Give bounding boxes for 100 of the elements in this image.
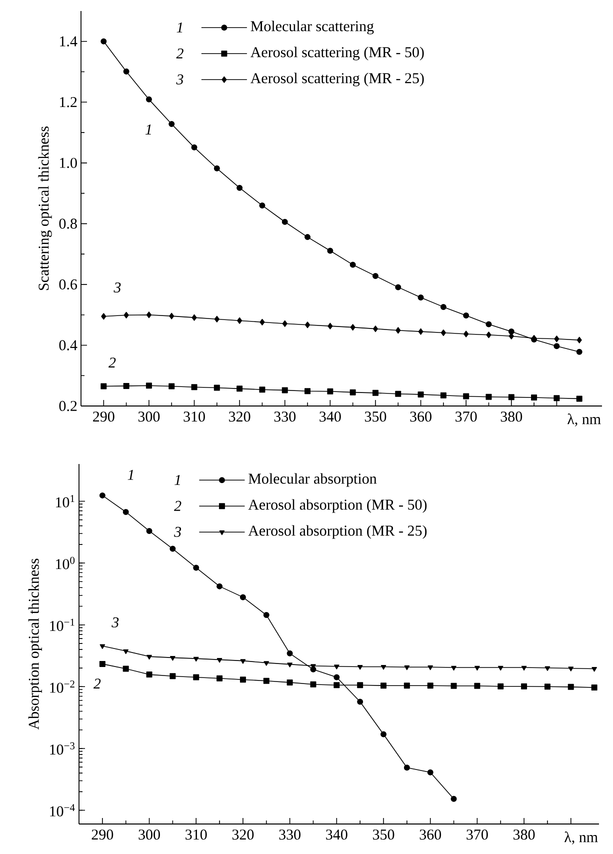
x-tick-label: 310: [184, 412, 205, 422]
point: [428, 665, 433, 670]
legend-label: Molecular scattering: [250, 20, 374, 34]
annotation: 1: [146, 124, 151, 134]
point: [123, 649, 128, 654]
y-tick-label: 10$^{1}$: [56, 495, 74, 508]
annotation: 2: [93, 678, 101, 689]
annotation: 2: [108, 358, 116, 368]
point: [327, 388, 334, 394]
annotation: 2: [174, 500, 182, 511]
point: [168, 383, 175, 390]
point: [474, 682, 480, 689]
legend-label: Aerosol scattering (MR - 25): [250, 72, 424, 86]
x-tick-label: 330: [279, 830, 300, 840]
point: [240, 676, 246, 683]
x-tick-label: 340: [326, 830, 348, 840]
annotation: 1: [128, 470, 134, 480]
point: [146, 312, 152, 318]
point: [310, 681, 316, 688]
x-axis-title: λ, nm: [564, 832, 598, 844]
point: [372, 326, 378, 332]
point: [474, 666, 480, 671]
point: [440, 392, 446, 398]
point: [350, 324, 356, 331]
point: [191, 384, 198, 390]
point: [427, 769, 434, 776]
x-tick-label: 350: [372, 830, 394, 840]
point: [427, 682, 434, 689]
point: [591, 684, 598, 690]
point: [486, 321, 492, 328]
point: [334, 682, 340, 688]
point: [576, 348, 582, 355]
point: [372, 272, 378, 279]
point: [146, 654, 152, 660]
annotation: 2: [176, 48, 184, 58]
x-tick-label: 320: [232, 830, 254, 840]
point: [328, 322, 333, 330]
x-tick-label: 350: [364, 412, 386, 422]
point: [286, 679, 293, 686]
point: [304, 388, 311, 394]
point: [282, 387, 288, 394]
point: [418, 391, 424, 398]
x-tick-label: 300: [138, 830, 160, 840]
point: [521, 683, 528, 690]
point: [260, 318, 265, 326]
point: [396, 327, 401, 334]
point: [404, 665, 410, 670]
point: [214, 384, 220, 391]
x-tick-label: 330: [274, 412, 296, 422]
point: [372, 390, 378, 396]
point: [592, 667, 597, 672]
y-tick-label: 10$^{−2}$: [50, 680, 74, 693]
point: [214, 165, 220, 172]
point: [463, 393, 470, 400]
x-tick-label: 370: [456, 412, 477, 422]
point: [521, 666, 527, 671]
point: [146, 382, 152, 389]
point: [216, 583, 223, 590]
x-tick-label: 290: [92, 830, 114, 840]
annotation: 3: [176, 74, 184, 84]
point: [99, 492, 106, 498]
point: [576, 396, 582, 402]
point: [170, 673, 176, 680]
point: [263, 612, 270, 618]
point: [263, 678, 270, 684]
x-tick-label: 340: [320, 412, 341, 422]
point: [170, 546, 176, 552]
point: [357, 665, 363, 670]
point: [418, 294, 424, 301]
x-tick-label: 300: [138, 412, 160, 422]
y-tick-label: 0.8: [59, 218, 77, 229]
y-tick-label: 1.2: [60, 97, 77, 108]
point: [334, 664, 340, 670]
point: [100, 38, 107, 44]
annotation: 3: [112, 617, 119, 628]
y-tick-label: 0.2: [59, 400, 77, 412]
x-tick-label: 290: [93, 412, 114, 422]
point: [357, 698, 364, 705]
point: [508, 394, 514, 400]
y-tick-label: 10$^{−4}$: [50, 804, 75, 816]
y-tick-label: 10$^{−3}$: [50, 742, 75, 755]
point: [216, 675, 223, 682]
point: [191, 144, 198, 150]
point: [304, 322, 310, 328]
annotation: 1: [176, 22, 182, 32]
point: [380, 731, 386, 738]
point: [99, 660, 106, 667]
x-tick-label: 320: [229, 412, 250, 422]
annotation: 3: [174, 526, 182, 537]
point: [240, 659, 246, 664]
point: [450, 682, 457, 689]
x-tick-label: 310: [186, 830, 207, 840]
point: [464, 330, 469, 338]
point: [304, 234, 311, 240]
point: [237, 317, 242, 324]
point: [404, 682, 410, 689]
point: [123, 68, 130, 74]
point: [123, 382, 130, 389]
point: [486, 332, 492, 338]
y-axis-title: Absorption optical thickness: [28, 558, 42, 730]
